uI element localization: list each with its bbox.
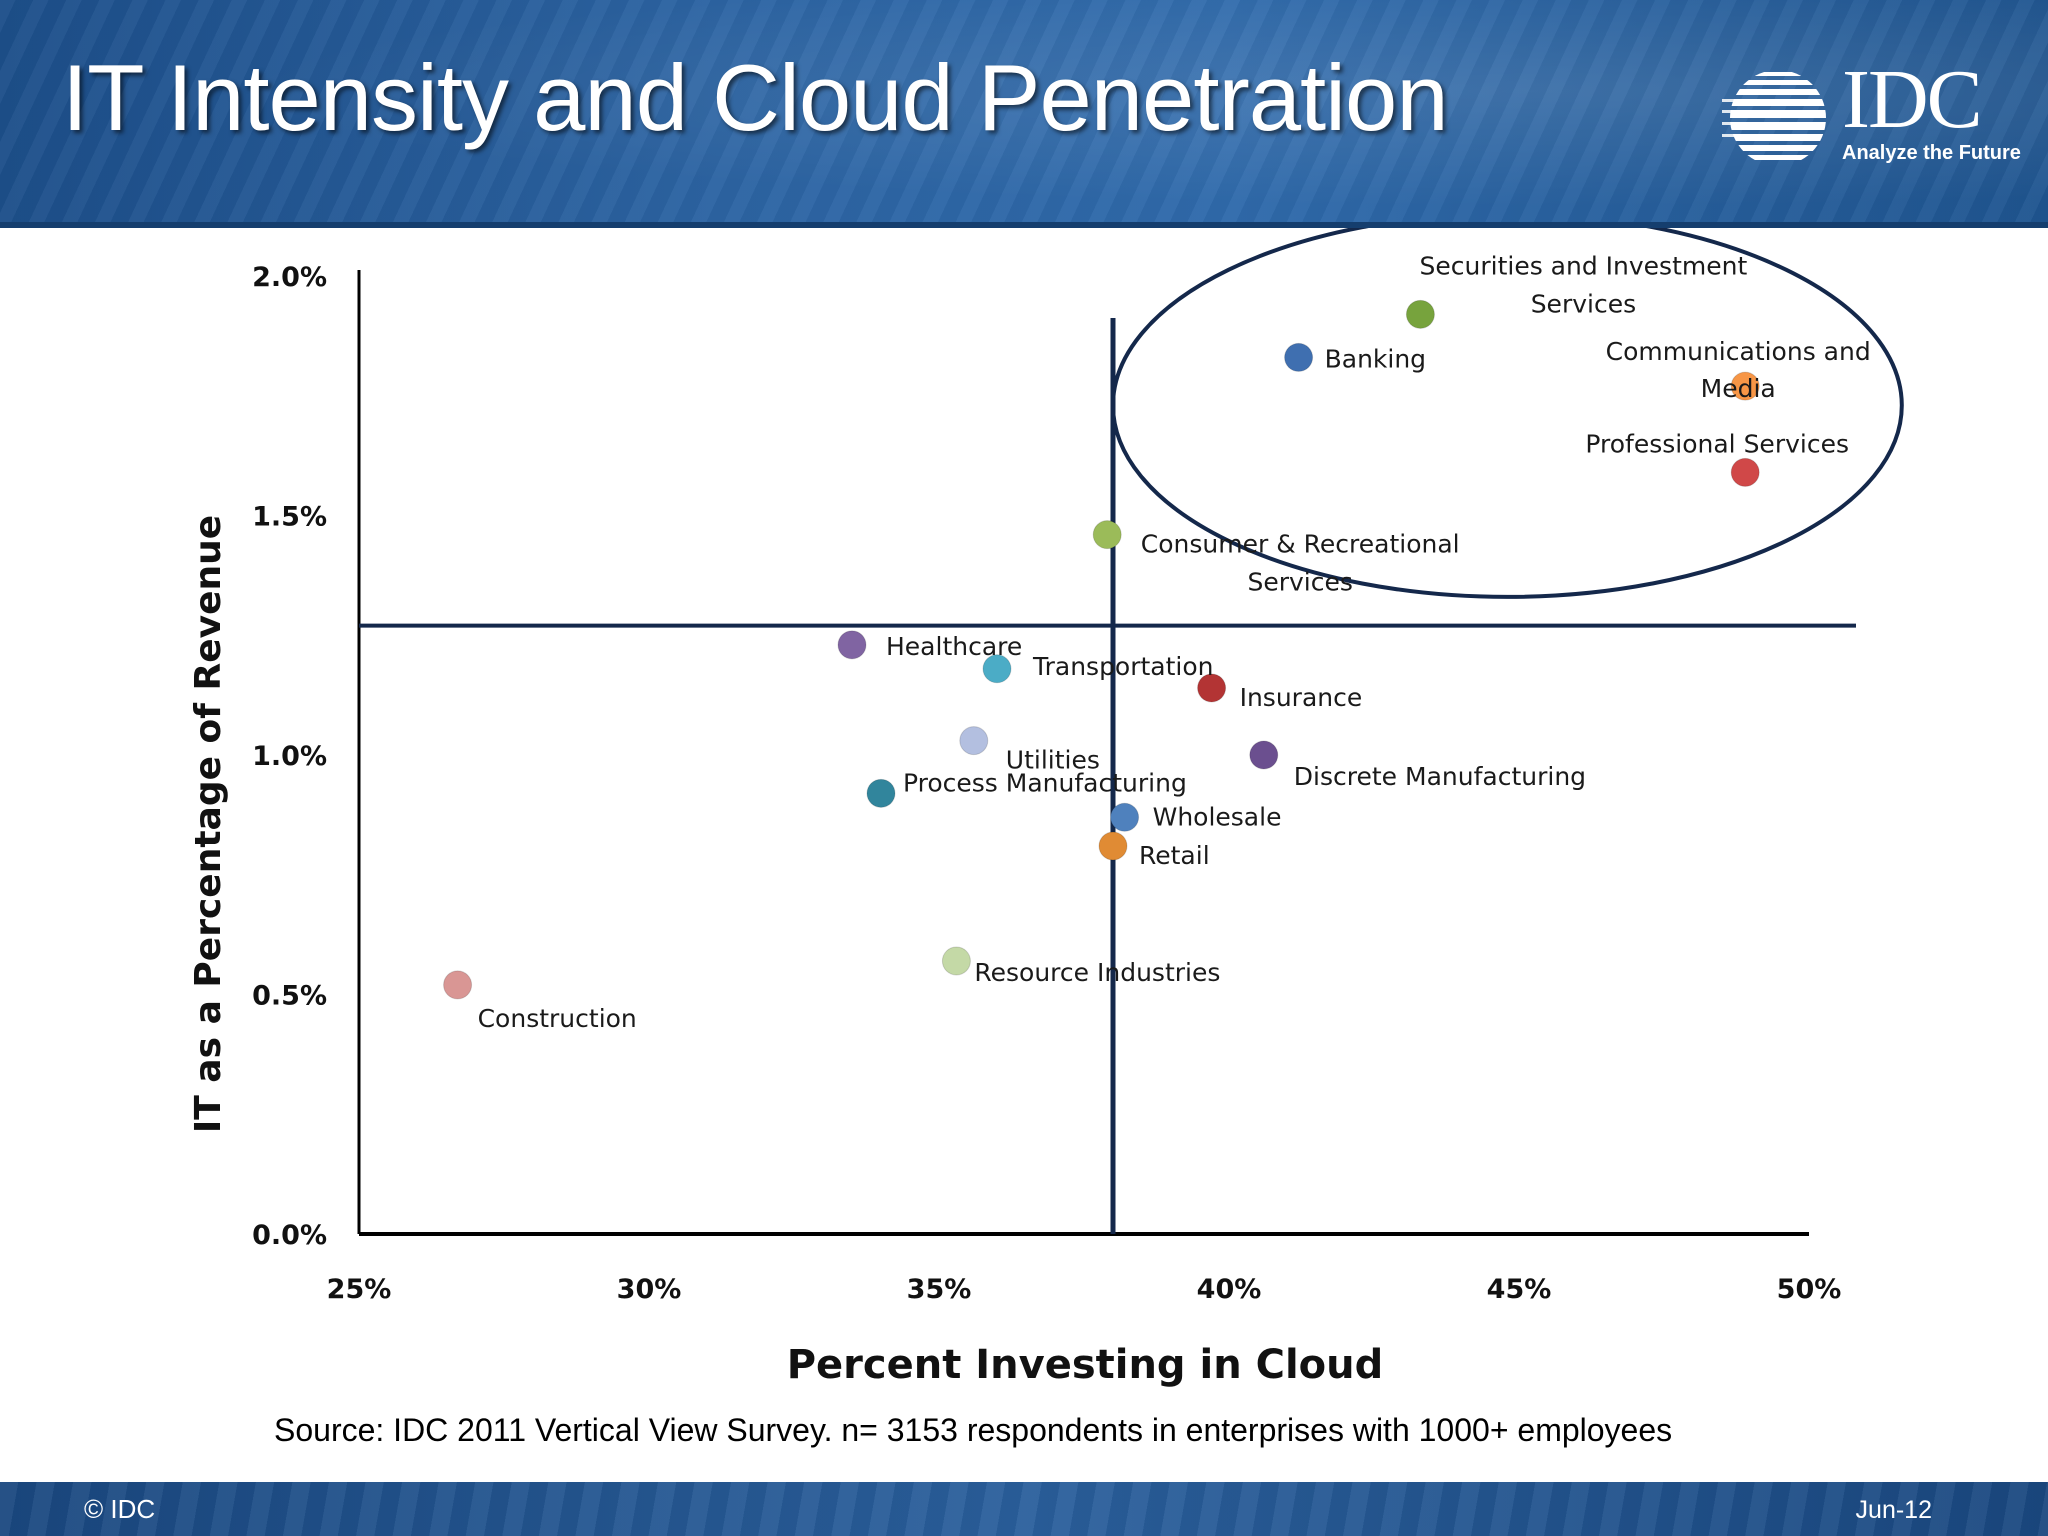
data-point [1284, 342, 1314, 372]
chart-axes [357, 270, 1809, 1236]
data-point [837, 630, 867, 660]
data-point-label: Resource Industries [974, 958, 1220, 987]
header-divider [0, 222, 2048, 228]
x-tick-label: 50% [1777, 1274, 1842, 1305]
data-point-label: Professional Services [1585, 429, 1849, 458]
logo-wordmark: IDC [1842, 53, 1983, 146]
x-tick-label: 45% [1487, 1274, 1552, 1305]
data-point [443, 970, 473, 1000]
data-point [1730, 371, 1760, 401]
data-point-label: Securities and Investment Services [1420, 251, 1748, 318]
idc-logo: IDC Analyze the Future [1722, 58, 2022, 176]
data-point-label: Construction [478, 1004, 637, 1033]
tick-labels: 25% 30% 35% 40% 45% 50% 0.0% 0.5% 1.0% 1.5% 2.0% [252, 262, 1841, 1305]
data-point-label: Retail [1139, 841, 1210, 870]
x-tick-label: 40% [1197, 1274, 1262, 1305]
data-point-label: Communications and Media [1606, 337, 1871, 403]
data-point-label: Consumer & Recreational Services [1141, 530, 1460, 597]
scatter-chart: Construction Resource Industries Process M… [188, 228, 1904, 1388]
footer-texture [0, 1482, 2048, 1536]
reference-lines [359, 318, 1856, 1234]
data-point [1110, 802, 1140, 832]
data-point [866, 778, 896, 808]
footer-date: Jun-12 [1855, 1496, 1932, 1524]
y-tick-label: 0.0% [252, 1220, 327, 1251]
data-point-label: Wholesale [1153, 802, 1282, 831]
globe-icon [1722, 72, 1826, 160]
data-point-label: Healthcare [886, 632, 1022, 661]
y-axis-title: IT as a Percentage of Revenue [188, 515, 229, 1133]
data-point-label: Banking [1325, 344, 1426, 373]
data-point [1197, 673, 1227, 703]
data-point [1098, 831, 1128, 861]
header-texture [0, 0, 2048, 228]
logo-tagline: Analyze the Future [1842, 142, 2021, 164]
slide-header: IT Intensity and Cloud Penetration [0, 0, 2048, 228]
slide-footer: © IDC Jun-12 [0, 1482, 2048, 1536]
y-tick-label: 1.5% [252, 502, 327, 533]
y-tick-label: 2.0% [252, 262, 327, 293]
slide-title: IT Intensity and Cloud Penetration [62, 45, 1449, 150]
data-point [1405, 299, 1435, 329]
x-axis-title: Percent Investing in Cloud [787, 1342, 1384, 1388]
source-note: Source: IDC 2011 Vertical View Survey. n… [274, 1412, 1673, 1448]
data-point [1730, 457, 1760, 487]
data-point-label: Process Manufacturing [903, 768, 1187, 797]
data-point [1092, 520, 1122, 550]
copyright: © IDC [84, 1494, 156, 1524]
y-tick-label: 0.5% [252, 981, 327, 1012]
data-point-label: Utilities [1006, 746, 1100, 775]
data-point [959, 726, 989, 756]
data-point [941, 946, 971, 976]
data-point-label: Transportation [1032, 652, 1214, 681]
data-points: Construction Resource Industries Process M… [443, 251, 1871, 1033]
y-tick-label: 1.0% [252, 741, 327, 772]
x-tick-label: 35% [907, 1274, 972, 1305]
x-tick-label: 25% [327, 1274, 392, 1305]
data-point [982, 654, 1012, 684]
data-point-label: Discrete Manufacturing [1294, 762, 1586, 791]
x-tick-label: 30% [617, 1274, 682, 1305]
data-point [1249, 740, 1279, 770]
data-point-label: Insurance [1240, 683, 1363, 712]
